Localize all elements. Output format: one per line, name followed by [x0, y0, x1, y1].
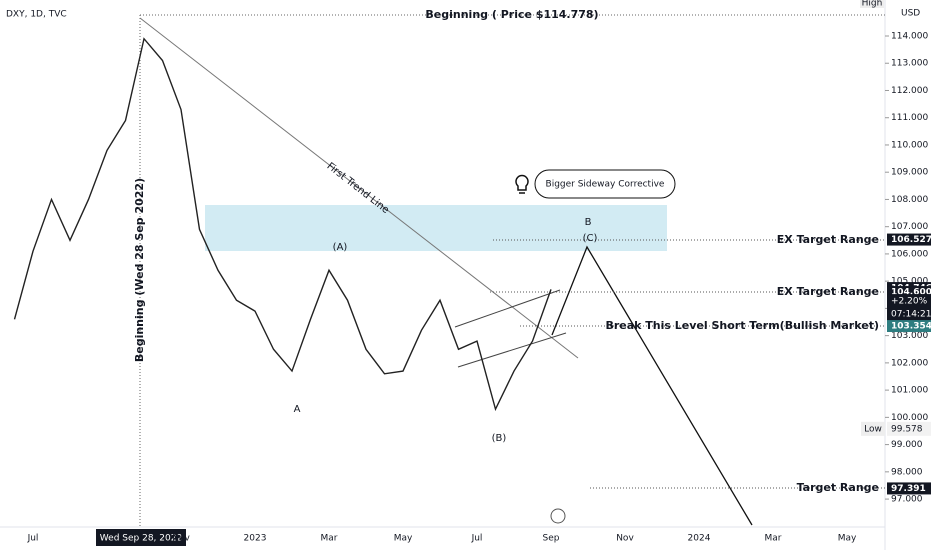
price-tag: 103.354 [891, 321, 932, 331]
annotation: (B) [492, 433, 507, 444]
x-tick-label: Jul [27, 534, 39, 544]
y-tick-label: 100.000 [891, 413, 928, 423]
annotation: (A) [333, 242, 348, 253]
crosshair-date-bg [96, 529, 186, 546]
y-tick-label: 103.000 [891, 331, 928, 341]
x-tick-label: 2024 [688, 534, 711, 544]
annotation: B [585, 217, 592, 228]
x-tick-label: Mar [765, 534, 782, 544]
replay-icon [550, 508, 566, 524]
price-tag-bg [887, 233, 931, 246]
annotation: EX Target Range [777, 285, 879, 298]
y-tick-label: 105.000 [891, 277, 928, 287]
x-tick-label: Jul [471, 534, 483, 544]
crosshair-date: Wed Sep 28, 2022 [100, 534, 182, 544]
projection [551, 245, 753, 526]
change: +2.20% [891, 297, 928, 307]
bulb-icon [515, 174, 529, 194]
price-tag-bg [887, 319, 931, 332]
annotation: Bigger Sideway Corrective [546, 180, 665, 190]
low-value-bg [887, 421, 931, 436]
y-tick-label: 114.000 [891, 32, 928, 42]
y-tick-label: 101.000 [891, 386, 928, 396]
y-tick-label: 112.000 [891, 86, 928, 96]
y-tick-label: 102.000 [891, 358, 928, 368]
price-line [13, 37, 552, 412]
channel-top [454, 289, 561, 328]
annotation: Beginning ( Price $114.778) [425, 8, 598, 21]
annotation: A [294, 404, 301, 415]
first-trend-line [139, 17, 579, 359]
y-tick-label: 99.000 [891, 440, 923, 450]
x-tick-label: Nov [172, 534, 190, 544]
symbol-title: DXY, 1D, TVC [6, 10, 67, 20]
y-tick-label: 111.000 [891, 113, 928, 123]
y-tick-label: 110.000 [891, 140, 928, 150]
y-tick-label: 109.000 [891, 168, 928, 178]
currency: USD [901, 9, 920, 19]
channel-bottom [457, 332, 567, 368]
y-tick-label: 97.000 [891, 495, 923, 505]
high-label: High [862, 0, 883, 9]
x-tick-label: May [394, 534, 413, 544]
annotation: Target Range [797, 481, 879, 494]
annotation: (C) [583, 233, 598, 244]
price-tag: 97.391 [891, 484, 926, 494]
y-tick-label: 108.000 [891, 195, 928, 205]
high-tag-bg [860, 0, 884, 8]
target-zone [205, 205, 667, 251]
y-tick-label: 113.000 [891, 59, 928, 69]
price-tag: 104.600 [891, 288, 932, 298]
y-tick-label: 107.000 [891, 222, 928, 232]
y-tick-label: 98.000 [891, 467, 923, 477]
y-tick-label: 106.000 [891, 249, 928, 259]
callout-box [534, 169, 676, 199]
x-tick-label: Nov [616, 534, 634, 544]
annotation: EX Target Range [777, 233, 879, 246]
annotation: Break This Level Short Term(Bullish Mark… [605, 319, 879, 332]
x-tick-label: 2023 [244, 534, 267, 544]
price-tag-bg [887, 482, 931, 495]
x-tick-label: May [838, 534, 857, 544]
low-tag-bg [861, 421, 885, 436]
low-value: 99.578 [891, 424, 923, 434]
price-tag: 106.527 [891, 235, 932, 245]
x-tick-label: Mar [321, 534, 338, 544]
annotation: Beginning (Wed 28 Sep 2022) [133, 178, 146, 362]
price-tag-bg [887, 294, 931, 321]
countdown: 07:14:21 [891, 310, 931, 320]
low-label: Low [864, 424, 882, 434]
x-tick-label: Sep [543, 534, 560, 544]
